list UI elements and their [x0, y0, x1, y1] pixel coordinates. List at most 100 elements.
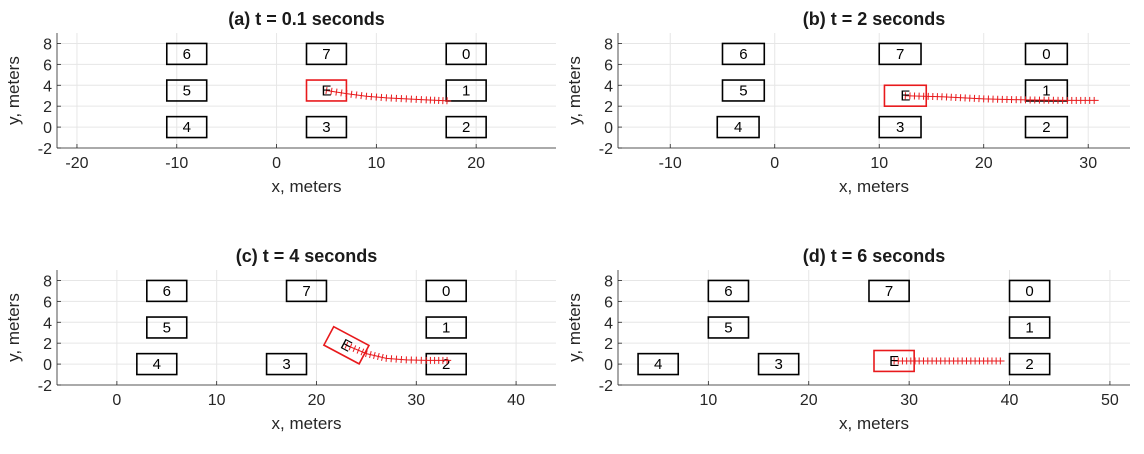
trajectory-tick [381, 353, 384, 361]
obstacle-rect [721, 42, 766, 66]
subplot-title: (a) t = 0.1 seconds [228, 9, 385, 29]
obstacle-box: 6 [146, 279, 188, 303]
x-tick-label: 50 [1101, 392, 1119, 409]
x-tick-label: 10 [699, 392, 717, 409]
obstacle-box: 5 [707, 316, 750, 339]
obstacle-box: 4 [716, 115, 760, 139]
x-tick-label: 0 [770, 155, 779, 172]
x-tick-label: 20 [800, 392, 818, 409]
y-tick-label: 6 [43, 294, 52, 311]
obstacle-label: 0 [1025, 283, 1033, 300]
obstacle-label: 1 [1025, 320, 1033, 337]
obstacle-rect [637, 352, 680, 376]
obstacle-label: 7 [302, 283, 310, 300]
obstacle-rect [1008, 279, 1051, 303]
y-tick-label: 4 [604, 78, 613, 95]
obstacle-label: 0 [442, 283, 450, 300]
x-tick-label: -10 [165, 155, 188, 172]
obstacle-rect [445, 42, 487, 66]
obstacle-label: 3 [896, 119, 904, 136]
obstacle-box: 5 [165, 79, 208, 102]
y-tick-label: 2 [43, 99, 52, 116]
obstacle-rect [1024, 79, 1069, 102]
obstacle-box: 2 [425, 352, 467, 376]
obstacle-rect [1008, 316, 1051, 339]
obstacle-box: 6 [721, 42, 766, 66]
obstacle-box: 2 [1008, 352, 1051, 376]
trajectory-tick [365, 92, 368, 100]
obstacle-box: 6 [165, 42, 208, 66]
y-tick-label: 0 [43, 357, 52, 374]
obstacle-rect [265, 352, 308, 376]
obstacle-rect [868, 279, 910, 303]
y-tick-label: 8 [43, 273, 52, 290]
x-tick-label: 10 [870, 155, 888, 172]
y-tick-label: -2 [38, 141, 52, 158]
trajectory-tick [380, 93, 383, 101]
trajectory-tick [369, 351, 372, 359]
obstacle-label: 6 [724, 283, 732, 300]
subplot-title: (c) t = 4 seconds [236, 246, 378, 266]
trajectory-tick [370, 93, 373, 101]
obstacle-rect [146, 279, 188, 303]
ego-label: E [900, 88, 910, 105]
obstacle-label: 2 [442, 356, 450, 373]
obstacle-rect [707, 316, 750, 339]
trajectory [904, 92, 1099, 104]
y-tick-label: -2 [599, 378, 613, 395]
obstacle-box: 3 [757, 352, 800, 376]
ego-vehicle: E [322, 325, 371, 365]
obstacle-box: 0 [1024, 42, 1069, 66]
ego-rect [873, 349, 915, 373]
trajectory [893, 357, 1005, 365]
obstacle-box: 1 [1024, 79, 1069, 102]
y-tick-label: 8 [604, 273, 613, 290]
obstacle-box: 1 [425, 316, 467, 339]
ego-vehicle: E [873, 349, 915, 373]
ego-vehicle: E [305, 79, 348, 102]
trajectory-tick [390, 355, 393, 363]
y-tick-label: 8 [43, 36, 52, 53]
y-tick-label: -2 [38, 378, 52, 395]
y-axis-label: y, meters [4, 293, 23, 362]
x-tick-label: 40 [1001, 392, 1019, 409]
y-tick-label: 2 [604, 99, 613, 116]
y-tick-label: 0 [604, 357, 613, 374]
obstacle-label: 6 [739, 46, 747, 63]
y-axis-label: y, meters [4, 56, 23, 125]
x-tick-label: 30 [900, 392, 918, 409]
obstacle-box: 0 [425, 279, 467, 303]
obstacle-label: 2 [462, 119, 470, 136]
obstacle-box: 7 [868, 279, 910, 303]
x-axis-label: x, meters [839, 414, 909, 433]
trajectory-line [326, 90, 452, 102]
x-axis-label: x, meters [272, 414, 342, 433]
obstacle-box: 7 [305, 42, 348, 66]
y-tick-label: 0 [43, 120, 52, 137]
obstacle-rect [285, 279, 328, 303]
trajectory-tick [355, 91, 358, 99]
obstacle-rect [165, 115, 208, 139]
y-axis-label: y, meters [565, 56, 584, 125]
obstacle-label: 3 [774, 356, 782, 373]
obstacle-label: 5 [739, 83, 747, 100]
obstacle-rect [305, 115, 348, 139]
obstacle-label: 2 [1025, 356, 1033, 373]
x-axis-label: x, meters [839, 177, 909, 196]
obstacle-label: 6 [163, 283, 171, 300]
obstacle-label: 3 [282, 356, 290, 373]
obstacle-rect [165, 42, 208, 66]
obstacle-label: 7 [896, 46, 904, 63]
obstacle-label: 4 [183, 119, 191, 136]
obstacle-label: 5 [724, 320, 732, 337]
ego-label: E [889, 353, 899, 370]
y-tick-label: 4 [604, 315, 613, 332]
y-axis-label: y, meters [565, 293, 584, 362]
trajectory-tick [344, 341, 349, 349]
trajectory [344, 341, 452, 364]
obstacle-rect [1024, 42, 1069, 66]
